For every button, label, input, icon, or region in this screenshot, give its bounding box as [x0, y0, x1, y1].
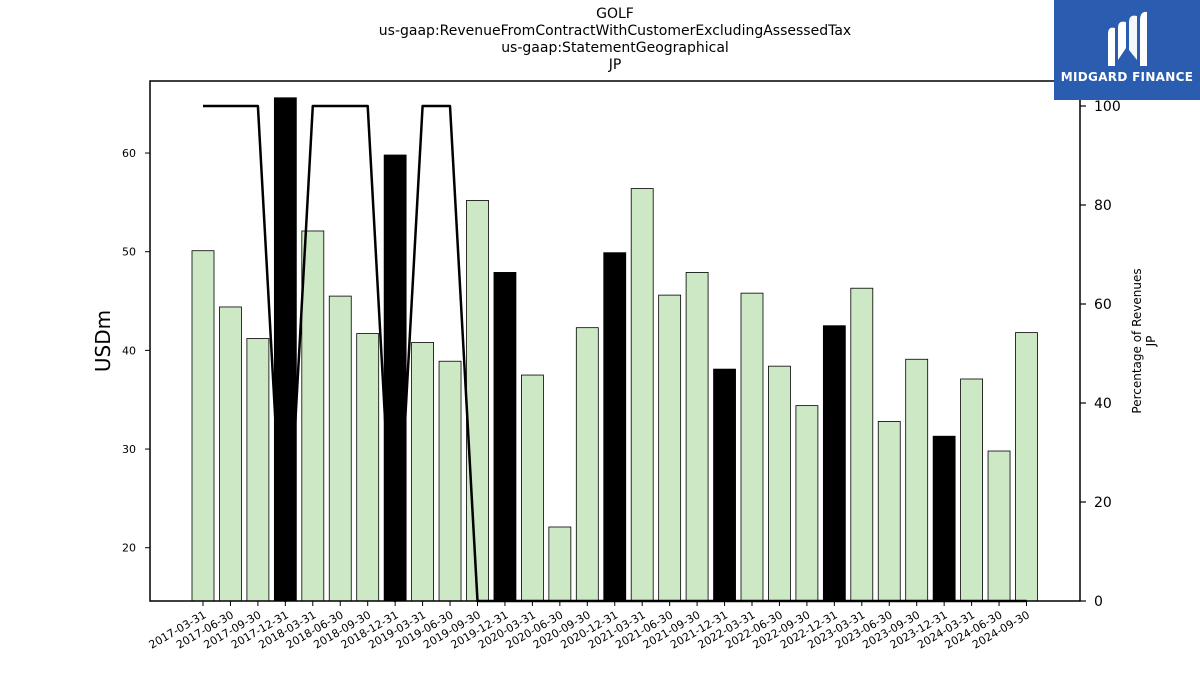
right-axis-ticks: 0 20 40 60 80 100 [1080, 99, 1121, 610]
left-tick-label: 40 [122, 344, 136, 357]
bar-2023-09-30 [905, 358, 929, 602]
midgard-finance-logo: MIDGARD FINANCE [1054, 0, 1200, 100]
bar-2018-06-30 [328, 295, 352, 602]
title-line-4: JP [608, 57, 622, 73]
bar-2020-09-30 [575, 327, 599, 602]
right-tick-label: 60 [1094, 297, 1112, 313]
bar-2017-06-30 [219, 306, 242, 602]
bar-2018-09-30 [356, 333, 380, 602]
bar-2018-03-31 [301, 230, 325, 602]
bar-2021-03-31 [630, 188, 654, 602]
bar-2022-03-31 [740, 292, 764, 602]
logo-mark-icon [1108, 11, 1147, 67]
bar-2019-03-31 [411, 342, 435, 602]
right-axis-label-2: JP [1144, 336, 1158, 348]
right-axis-label-1: Percentage of Revenues [1130, 268, 1144, 413]
x-axis-ticks: 2017-03-312017-06-302017-09-302017-12-31… [147, 601, 1032, 652]
left-axis-ticks: 20 30 40 50 60 [122, 147, 150, 555]
bar-2022-12-31 [822, 325, 846, 602]
bar-2023-03-31 [850, 287, 874, 602]
bar-2017-12-31 [273, 97, 297, 602]
bar-2019-12-31 [493, 272, 517, 602]
right-tick-label: 0 [1094, 594, 1103, 610]
bar-2017-03-31 [191, 250, 215, 602]
bar-2024-06-30 [987, 450, 1011, 602]
bar-series [191, 97, 1038, 602]
logo-text: MIDGARD FINANCE [1060, 70, 1194, 84]
bar-2020-03-31 [521, 374, 544, 602]
bar-2021-06-30 [658, 294, 682, 602]
bar-2023-12-31 [932, 435, 956, 602]
bar-2024-03-31 [960, 378, 983, 602]
bar-2020-12-31 [603, 252, 627, 602]
left-tick-label: 60 [122, 147, 136, 160]
bar-2020-06-30 [548, 526, 572, 602]
chart-title: GOLF us-gaap:RevenueFromContractWithCust… [0, 6, 1200, 74]
bar-2022-06-30 [768, 365, 791, 602]
bar-2019-09-30 [466, 199, 489, 602]
bar-2017-09-30 [246, 338, 270, 602]
right-tick-label: 40 [1094, 396, 1112, 412]
right-tick-label: 100 [1094, 99, 1121, 115]
bar-2021-09-30 [685, 272, 709, 602]
title-line-1: GOLF [596, 6, 634, 22]
right-tick-label: 80 [1094, 198, 1112, 214]
right-tick-label: 20 [1094, 495, 1112, 511]
left-tick-label: 20 [122, 542, 136, 555]
bar-2023-06-30 [877, 421, 901, 602]
left-axis-label: USDm [91, 310, 115, 372]
title-line-3: us-gaap:StatementGeographical [501, 40, 729, 56]
bar-2024-09-30 [1015, 332, 1038, 602]
title-line-2: us-gaap:RevenueFromContractWithCustomerE… [378, 23, 852, 39]
bar-2019-06-30 [438, 360, 462, 602]
bar-2021-12-31 [713, 368, 736, 602]
bar-2022-09-30 [795, 405, 819, 602]
bar-2018-12-31 [383, 154, 407, 602]
left-tick-label: 50 [122, 246, 136, 259]
left-tick-label: 30 [122, 443, 136, 456]
